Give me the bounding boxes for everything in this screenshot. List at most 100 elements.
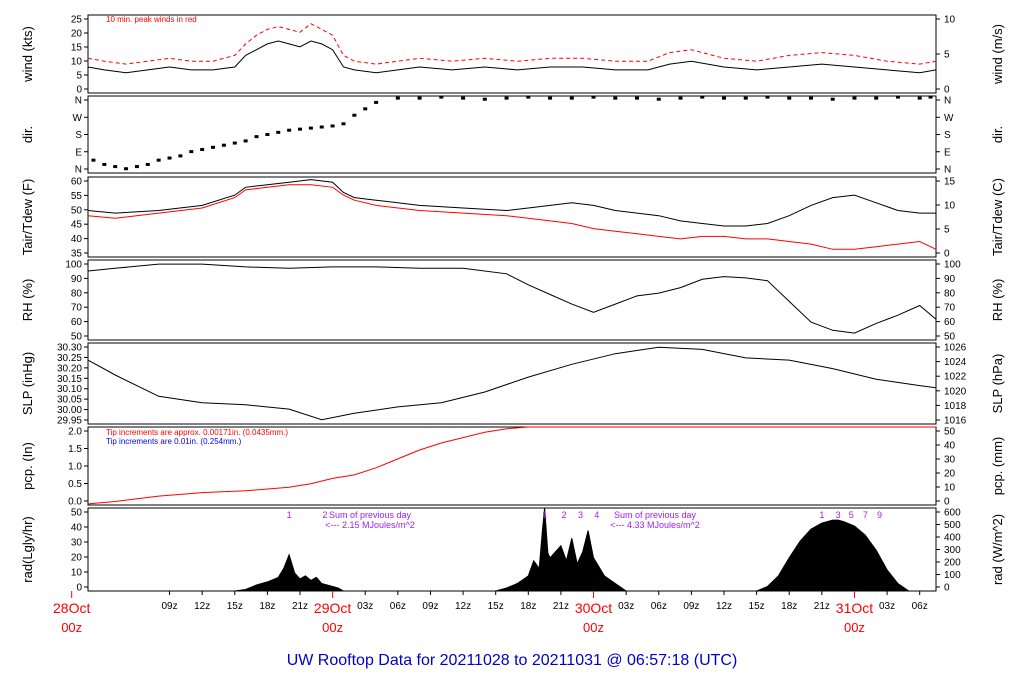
y-tick-label: 35 xyxy=(71,249,83,260)
right-tick-label: 0 xyxy=(944,85,950,96)
direction-point xyxy=(145,162,150,166)
right-tick-label: S xyxy=(944,130,951,141)
right-tick-label: 10 xyxy=(944,15,956,26)
direction-point xyxy=(352,113,357,117)
right-tick-label: E xyxy=(944,147,951,158)
radiation-sum-label: Sum of previous day xyxy=(614,510,697,520)
right-axis-label: wind (m/s) xyxy=(990,24,1005,85)
time-tick-label: 15z xyxy=(749,601,765,612)
direction-point xyxy=(113,165,118,169)
time-tick-label: 12z xyxy=(194,601,210,612)
right-axis-label: dir. xyxy=(990,126,1005,143)
right-tick-label: 5 xyxy=(944,225,950,236)
right-tick-label: 100 xyxy=(944,260,961,271)
tip-note-red: Tip increments are approx. 0.00171in. (0… xyxy=(106,428,288,437)
direction-point xyxy=(363,107,368,111)
series-line xyxy=(87,40,937,74)
direction-point xyxy=(91,158,96,162)
y-tick-label: 60 xyxy=(71,317,83,328)
direction-point xyxy=(308,126,313,130)
direction-point xyxy=(635,96,640,100)
y-tick-label: 55 xyxy=(71,191,83,202)
y-tick-label: 40 xyxy=(71,523,83,534)
y-tick-label: 20 xyxy=(71,29,83,40)
y-tick-label: 40 xyxy=(71,234,83,245)
y-tick-label: N xyxy=(75,96,82,107)
y-tick-label: 30.05 xyxy=(57,395,82,406)
day-label: 28Oct xyxy=(53,600,90,616)
direction-point xyxy=(591,95,596,99)
y-tick-label: 30.15 xyxy=(57,374,82,385)
direction-point xyxy=(319,125,324,129)
y-tick-label: 30.20 xyxy=(57,363,82,374)
right-tick-label: 0 xyxy=(944,583,950,594)
direction-point xyxy=(134,165,139,169)
direction-point xyxy=(874,96,879,100)
right-tick-label: 400 xyxy=(944,533,961,544)
direction-point xyxy=(569,96,574,100)
tip-note-blue: Tip increments are 0.01in. (0.254mm.) xyxy=(106,437,242,446)
time-tick-label: 12z xyxy=(716,601,732,612)
direction-point xyxy=(254,135,259,139)
time-tick-label: 06z xyxy=(912,601,928,612)
time-tick-label: 06z xyxy=(651,601,667,612)
y-tick-label: E xyxy=(75,147,82,158)
direction-point xyxy=(200,147,205,151)
y-tick-label: 29.95 xyxy=(57,416,82,427)
direction-point xyxy=(189,150,194,154)
direction-point xyxy=(722,96,726,100)
direction-point xyxy=(211,145,216,149)
right-tick-label: 1020 xyxy=(944,386,967,397)
right-tick-label: 70 xyxy=(944,303,956,314)
series-line xyxy=(87,346,937,421)
right-tick-label: 500 xyxy=(944,520,961,531)
direction-point xyxy=(287,128,292,132)
direction-point xyxy=(221,143,226,147)
radiation-marker-label: 5 xyxy=(849,510,854,520)
y-tick-label: 90 xyxy=(71,274,83,285)
direction-point xyxy=(928,95,933,99)
day-label: 29Oct xyxy=(314,600,351,616)
y-axis-label: Tair/Tdew (F) xyxy=(20,179,35,256)
y-tick-label: 45 xyxy=(71,220,83,231)
right-tick-label: 40 xyxy=(944,441,956,452)
y-axis-label: rad(Lgly/hr) xyxy=(20,516,35,582)
direction-point xyxy=(298,127,302,131)
right-tick-label: 90 xyxy=(944,274,956,285)
time-tick-label: 09z xyxy=(422,601,438,612)
y-tick-label: 30.25 xyxy=(57,353,82,364)
y-tick-label: 20 xyxy=(71,553,83,564)
direction-point xyxy=(917,96,922,100)
y-tick-label: 50 xyxy=(71,508,83,519)
direction-point xyxy=(504,96,509,100)
radiation-marker-label: 1 xyxy=(542,510,547,520)
y-tick-label: 10 xyxy=(71,57,83,68)
day-hour-label: 00z xyxy=(322,620,343,635)
y-tick-label: N xyxy=(75,165,82,176)
time-tick-label: 18z xyxy=(520,601,536,612)
right-tick-label: 50 xyxy=(944,332,956,343)
day-label: 30Oct xyxy=(575,600,612,616)
radiation-marker-label: 2 xyxy=(322,510,327,520)
right-axis-label: rad (W/m^2) xyxy=(990,514,1005,585)
direction-point xyxy=(243,139,248,143)
right-tick-label: 50 xyxy=(944,427,956,438)
y-axis-label: wind (kts) xyxy=(20,26,35,83)
right-tick-label: N xyxy=(944,165,951,176)
direction-point xyxy=(124,167,129,171)
direction-point xyxy=(808,96,813,100)
day-hour-label: 00z xyxy=(61,620,82,635)
direction-point xyxy=(395,96,400,100)
series-line xyxy=(87,184,937,250)
series-line xyxy=(87,179,936,227)
direction-point xyxy=(265,133,270,136)
time-tick-label: 21z xyxy=(814,601,830,612)
direction-point xyxy=(276,130,281,134)
radiation-marker-label: 1 xyxy=(819,510,824,520)
radiation-marker-label: 3 xyxy=(578,510,583,520)
chart-title: UW Rooftop Data for 20211028 to 20211031… xyxy=(287,652,738,669)
time-tick-label: 15z xyxy=(488,601,504,612)
right-axis-label: SLP (hPa) xyxy=(990,354,1005,414)
day-hour-label: 00z xyxy=(583,620,604,635)
series-line xyxy=(87,263,937,334)
